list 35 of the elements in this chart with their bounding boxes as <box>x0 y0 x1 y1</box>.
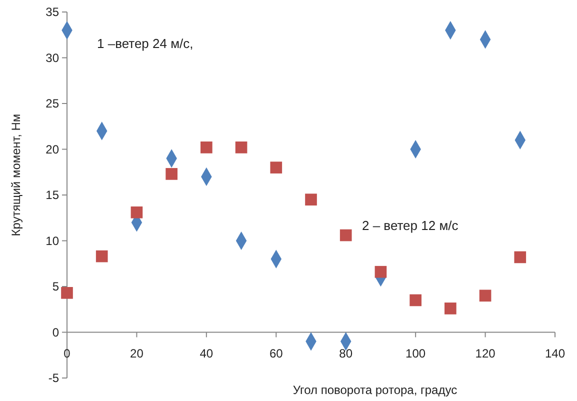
y-axis-title: Крутящий момент, Нм <box>9 114 23 236</box>
annotation: 1 –ветер 24 м/с, <box>97 36 194 51</box>
point <box>340 229 352 242</box>
annotation: 2 – ветер 12 м/с <box>362 218 459 233</box>
point <box>200 142 212 154</box>
y-tick-label: 15 <box>46 188 60 202</box>
y-tick-label: 30 <box>46 50 60 65</box>
x-tick-label: 100 <box>406 346 426 360</box>
x-tick-label: 80 <box>339 346 353 360</box>
y-tick-label: -5 <box>48 371 60 386</box>
point <box>130 206 143 218</box>
y-tick-label: 10 <box>46 234 60 248</box>
point <box>514 251 526 264</box>
point <box>374 266 387 278</box>
x-tick-label: 40 <box>200 346 214 360</box>
x-tick-label: 60 <box>269 346 284 360</box>
point <box>305 194 317 206</box>
point <box>444 302 456 314</box>
y-tick-label: 20 <box>46 142 60 156</box>
point <box>410 294 422 306</box>
y-tick-label: 35 <box>46 5 60 20</box>
y-tick-label: 0 <box>52 325 60 340</box>
point <box>61 286 73 299</box>
point <box>166 168 178 180</box>
point <box>235 142 248 154</box>
x-tick-label: 0 <box>64 346 71 360</box>
x-tick-label: 140 <box>544 346 566 360</box>
point <box>270 162 282 174</box>
x-axis-title: Угол поворота ротора, градус <box>292 383 458 397</box>
y-tick-label: 5 <box>52 280 60 294</box>
point <box>479 290 492 302</box>
y-tick-label: 25 <box>46 96 60 111</box>
x-tick-label: 20 <box>130 346 144 360</box>
point <box>96 250 108 262</box>
x-tick-label: 120 <box>475 346 496 360</box>
